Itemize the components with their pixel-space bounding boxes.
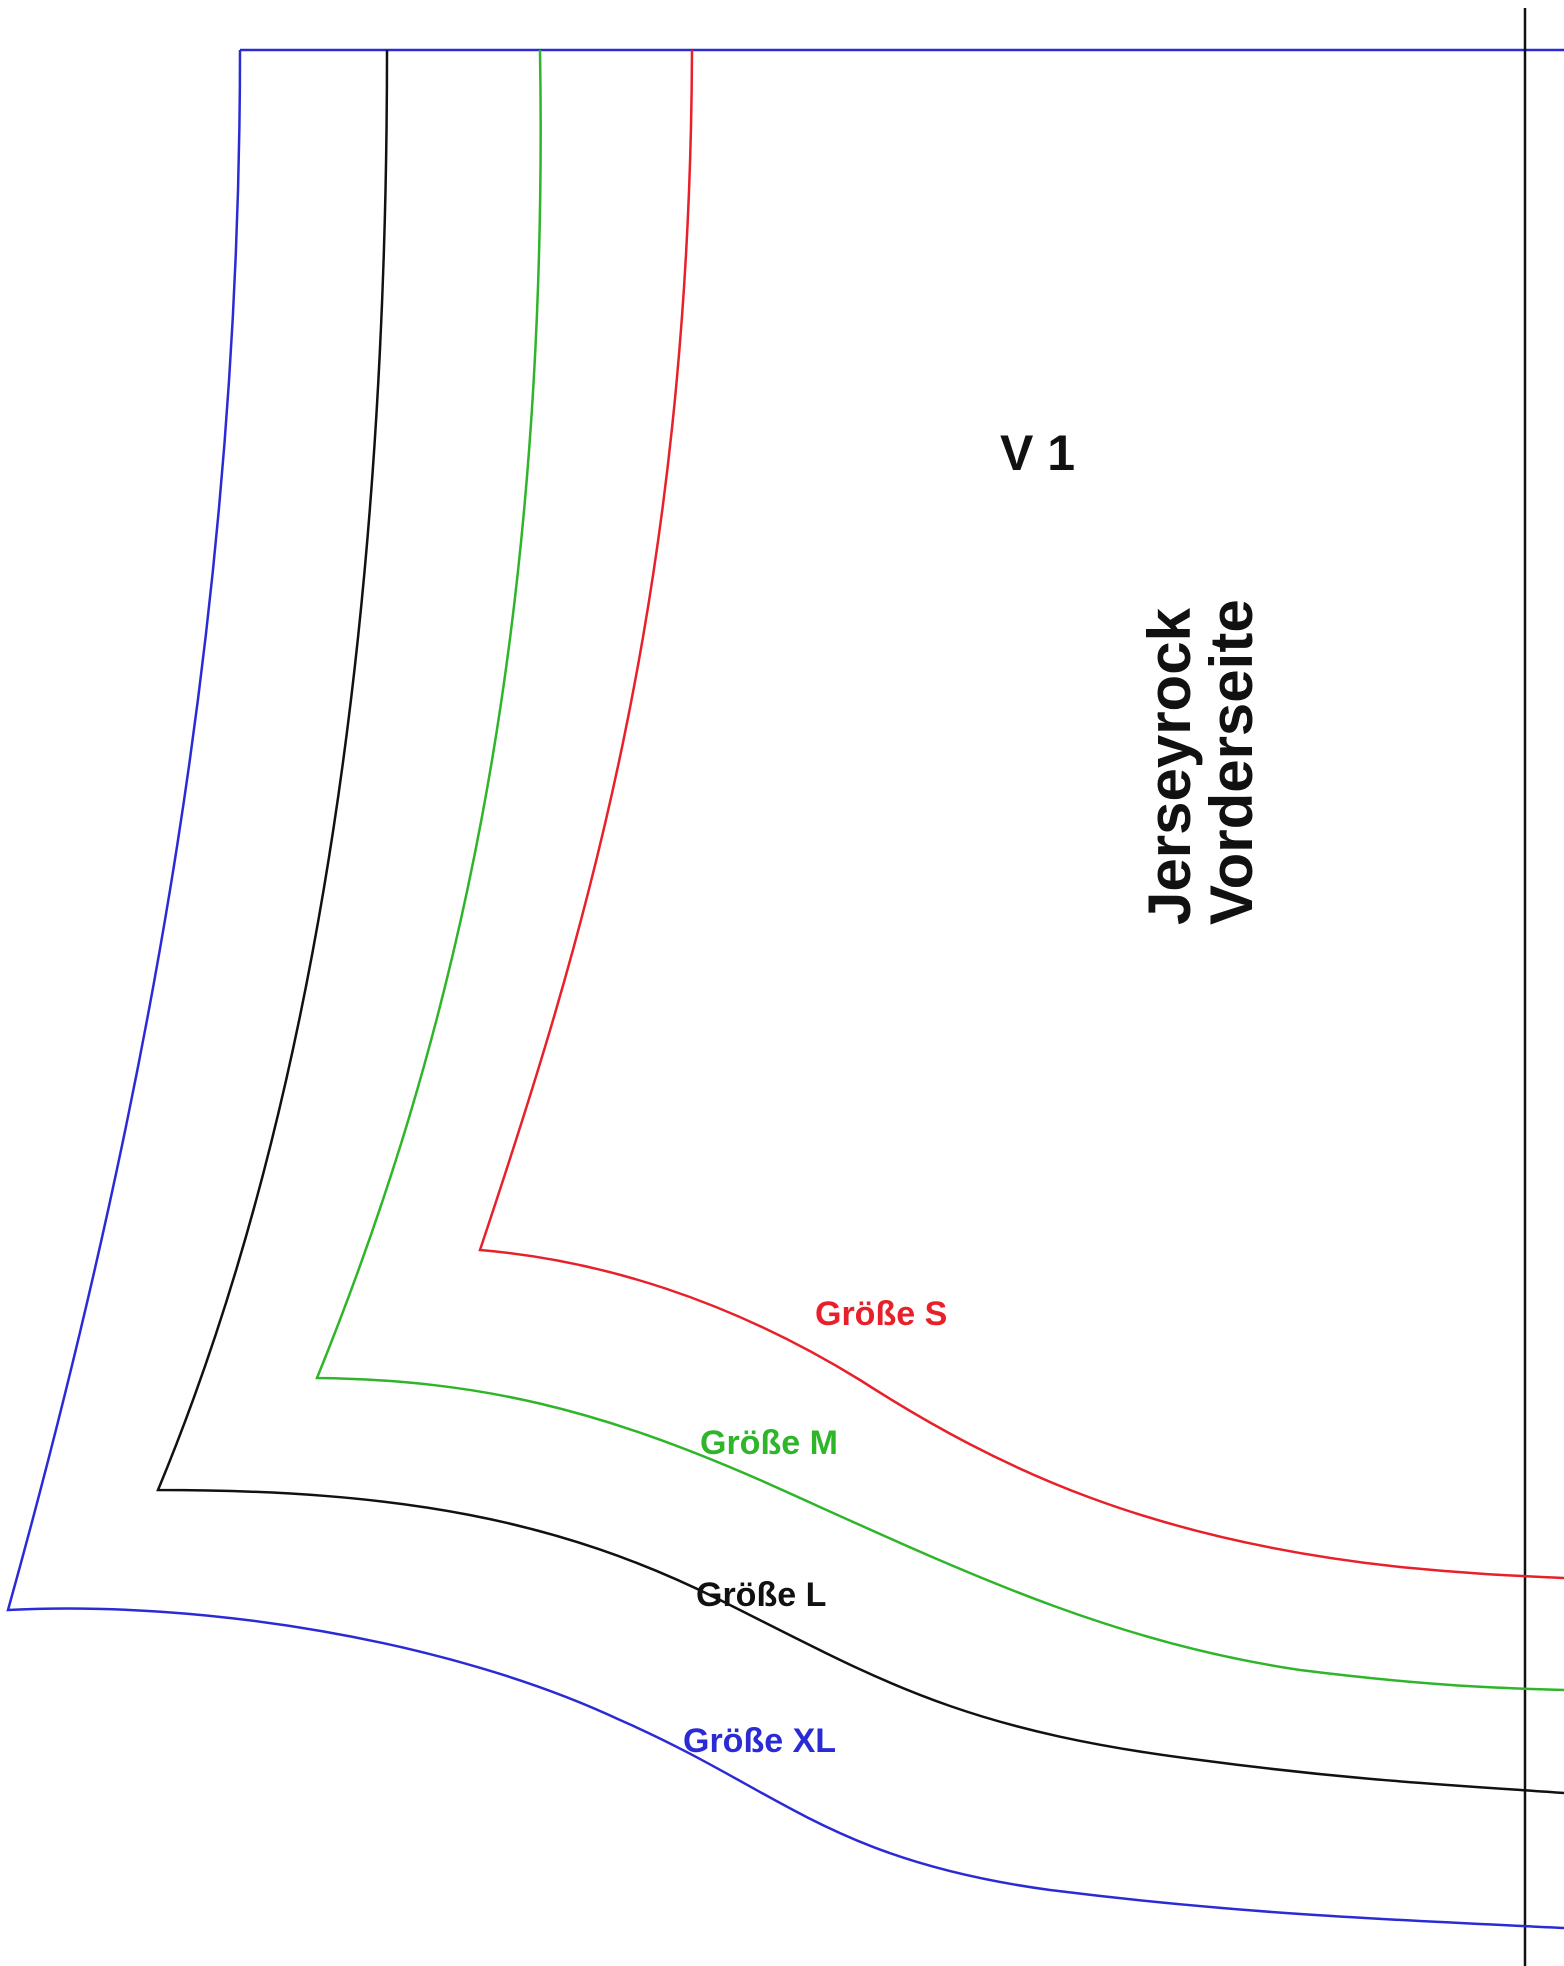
size-l-label: Größe L (696, 1576, 826, 1614)
pattern-title-line1: Jerseyrock (1136, 607, 1203, 925)
size-xl-outline (6, 49, 1564, 1930)
size-l-outline (156, 49, 1564, 1795)
size-m-label: Größe M (700, 1424, 838, 1462)
piece-code: V 1 (1000, 425, 1075, 481)
size-s-label: Größe S (815, 1295, 947, 1333)
size-xl-label: Größe XL (683, 1722, 836, 1760)
size-m-outline (315, 49, 1564, 1692)
size-s-outline (478, 49, 1564, 1580)
pattern-title-line2: Vorderseite (1198, 599, 1265, 925)
